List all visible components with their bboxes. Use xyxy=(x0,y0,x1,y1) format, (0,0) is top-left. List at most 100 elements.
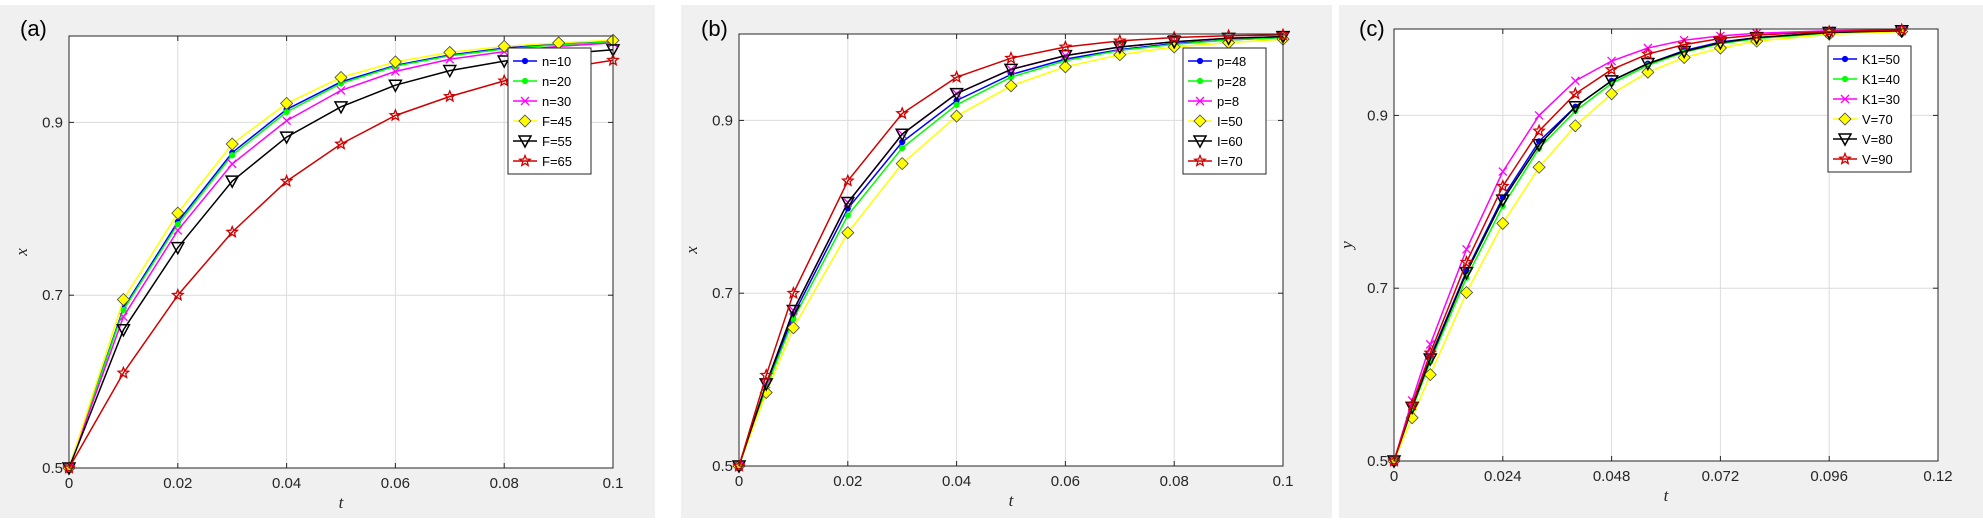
data-point xyxy=(280,96,294,110)
data-point xyxy=(1462,244,1471,254)
data-point xyxy=(116,324,131,338)
legend-marker xyxy=(1837,133,1853,147)
data-point xyxy=(118,312,128,322)
legend-marker xyxy=(1838,112,1852,126)
legend-marker xyxy=(1192,135,1208,149)
data-point xyxy=(116,365,131,379)
data-point xyxy=(949,69,964,84)
data-point xyxy=(443,45,457,59)
data-point xyxy=(1604,62,1619,76)
legend-label: n=30 xyxy=(542,94,571,109)
data-point xyxy=(759,368,774,382)
x-tick-label: 0.02 xyxy=(833,473,862,490)
x-tick-label: 0.1 xyxy=(603,475,624,492)
data-point xyxy=(170,241,186,256)
y-tick-label: 0.7 xyxy=(42,287,63,304)
data-point xyxy=(732,458,746,472)
y-tick-label: 0.9 xyxy=(1367,107,1388,124)
data-point xyxy=(894,128,910,142)
data-point xyxy=(840,173,855,187)
legend-label: I=70 xyxy=(1217,154,1243,169)
data-point xyxy=(786,285,801,300)
data-point xyxy=(1004,79,1018,93)
axes-box xyxy=(1393,28,1939,462)
data-point xyxy=(1113,48,1127,62)
legend-label: F=65 xyxy=(542,154,572,169)
data-point xyxy=(1534,110,1544,120)
data-point xyxy=(1495,194,1511,208)
legend-label: I=50 xyxy=(1217,114,1243,129)
data-point xyxy=(120,306,127,313)
series-line xyxy=(1393,29,1902,462)
data-point xyxy=(333,101,349,115)
data-point xyxy=(1532,160,1546,174)
data-point xyxy=(1496,216,1510,230)
data-point xyxy=(388,108,403,122)
data-point xyxy=(496,55,512,69)
data-point xyxy=(62,460,76,474)
x-axis-label: t xyxy=(1664,486,1670,505)
data-point xyxy=(1532,123,1546,137)
data-point xyxy=(841,226,855,240)
data-point xyxy=(225,224,240,239)
axes-box xyxy=(738,33,1284,467)
x-tick-label: 0.072 xyxy=(1702,468,1740,485)
x-tick-label: 0.096 xyxy=(1810,468,1848,485)
x-tick-label: 0.04 xyxy=(272,475,301,492)
y-tick-label: 0.5 xyxy=(1367,453,1388,470)
data-point xyxy=(171,206,185,220)
chart-svg: 0 0.02 0.04 0.06 0.08 0.10.50.70.9tx(a)n=10n=… xyxy=(12,16,624,512)
data-point xyxy=(1058,49,1073,64)
x-tick-label: 0.08 xyxy=(490,475,519,492)
data-point xyxy=(173,225,183,235)
data-point xyxy=(1677,37,1692,51)
legend-marker xyxy=(1195,96,1205,106)
data-point xyxy=(949,87,964,102)
data-point xyxy=(116,292,130,307)
data-point xyxy=(334,70,348,85)
series-line xyxy=(738,36,1284,467)
data-point xyxy=(840,196,856,211)
legend-label: V=70 xyxy=(1862,112,1893,127)
legend-label: n=10 xyxy=(542,54,571,69)
x-tick-label: 0 xyxy=(735,473,743,490)
data-point xyxy=(1894,22,1909,36)
data-point xyxy=(1570,76,1580,86)
x-tick-label: 0.06 xyxy=(381,475,410,492)
data-point xyxy=(899,144,906,152)
legend-label: p=28 xyxy=(1217,74,1246,89)
legend-marker xyxy=(1193,114,1207,128)
x-tick-label: 0.024 xyxy=(1484,468,1522,485)
legend-marker xyxy=(1196,57,1204,65)
data-point xyxy=(497,39,511,53)
legend: K1=50 K1=40 K1=30 V=70 V=80 V=90 xyxy=(1827,45,1912,173)
data-point xyxy=(895,106,910,120)
data-point xyxy=(1167,30,1182,44)
y-tick-label: 0.5 xyxy=(712,458,733,475)
data-point xyxy=(174,221,181,228)
data-point xyxy=(1405,397,1420,411)
data-point xyxy=(1112,41,1128,55)
legend-box xyxy=(507,47,592,175)
data-point xyxy=(1568,119,1582,133)
y-axis-label: x xyxy=(682,246,701,255)
x-tick-label: 0.048 xyxy=(1593,468,1631,485)
data-point xyxy=(1749,27,1764,41)
data-point xyxy=(1459,255,1474,269)
legend-marker xyxy=(1193,153,1207,167)
x-axis-label: t xyxy=(1009,491,1015,510)
legend-label: p=8 xyxy=(1217,94,1239,109)
legend-marker xyxy=(1838,151,1852,165)
data-point xyxy=(1605,87,1619,101)
data-point xyxy=(283,108,290,116)
legend: n=10 n=20 n=30 F=45 F=55 F=65 xyxy=(507,47,592,175)
legend-label: p=48 xyxy=(1217,54,1246,69)
legend-marker xyxy=(1840,94,1850,104)
legend-label: n=20 xyxy=(542,74,571,89)
chart-panel-c: 0 0.024 0.048 0.072 0.096 0.12 0.5 0.7 0.9 t y (c) K… xyxy=(1339,5,1983,518)
data-point xyxy=(445,54,455,64)
data-point xyxy=(442,89,457,103)
chart-panel-a: 0 0.02 0.04 0.06 0.08 0.1 0.5 0.7 0.9 t x (a) n=10 n=… xyxy=(0,5,655,518)
y-tick-label: 0.7 xyxy=(712,285,733,302)
chart-svg: 0 0.024 0.048 0.072 0.096 0.12 0.5 0.7 0.9 t y (c) K… xyxy=(1339,16,1953,505)
